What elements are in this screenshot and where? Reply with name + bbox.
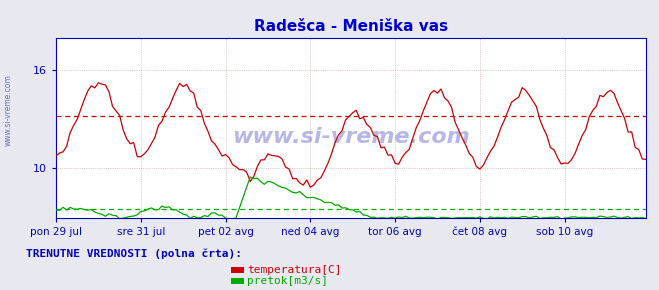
Text: pretok[m3/s]: pretok[m3/s] <box>247 276 328 286</box>
Text: temperatura[C]: temperatura[C] <box>247 265 341 275</box>
Text: www.si-vreme.com: www.si-vreme.com <box>232 127 470 146</box>
Text: www.si-vreme.com: www.si-vreme.com <box>3 74 13 146</box>
Text: TRENUTNE VREDNOSTI (polna črta):: TRENUTNE VREDNOSTI (polna črta): <box>26 248 243 259</box>
Title: Radešca - Meniška vas: Radešca - Meniška vas <box>254 19 448 34</box>
